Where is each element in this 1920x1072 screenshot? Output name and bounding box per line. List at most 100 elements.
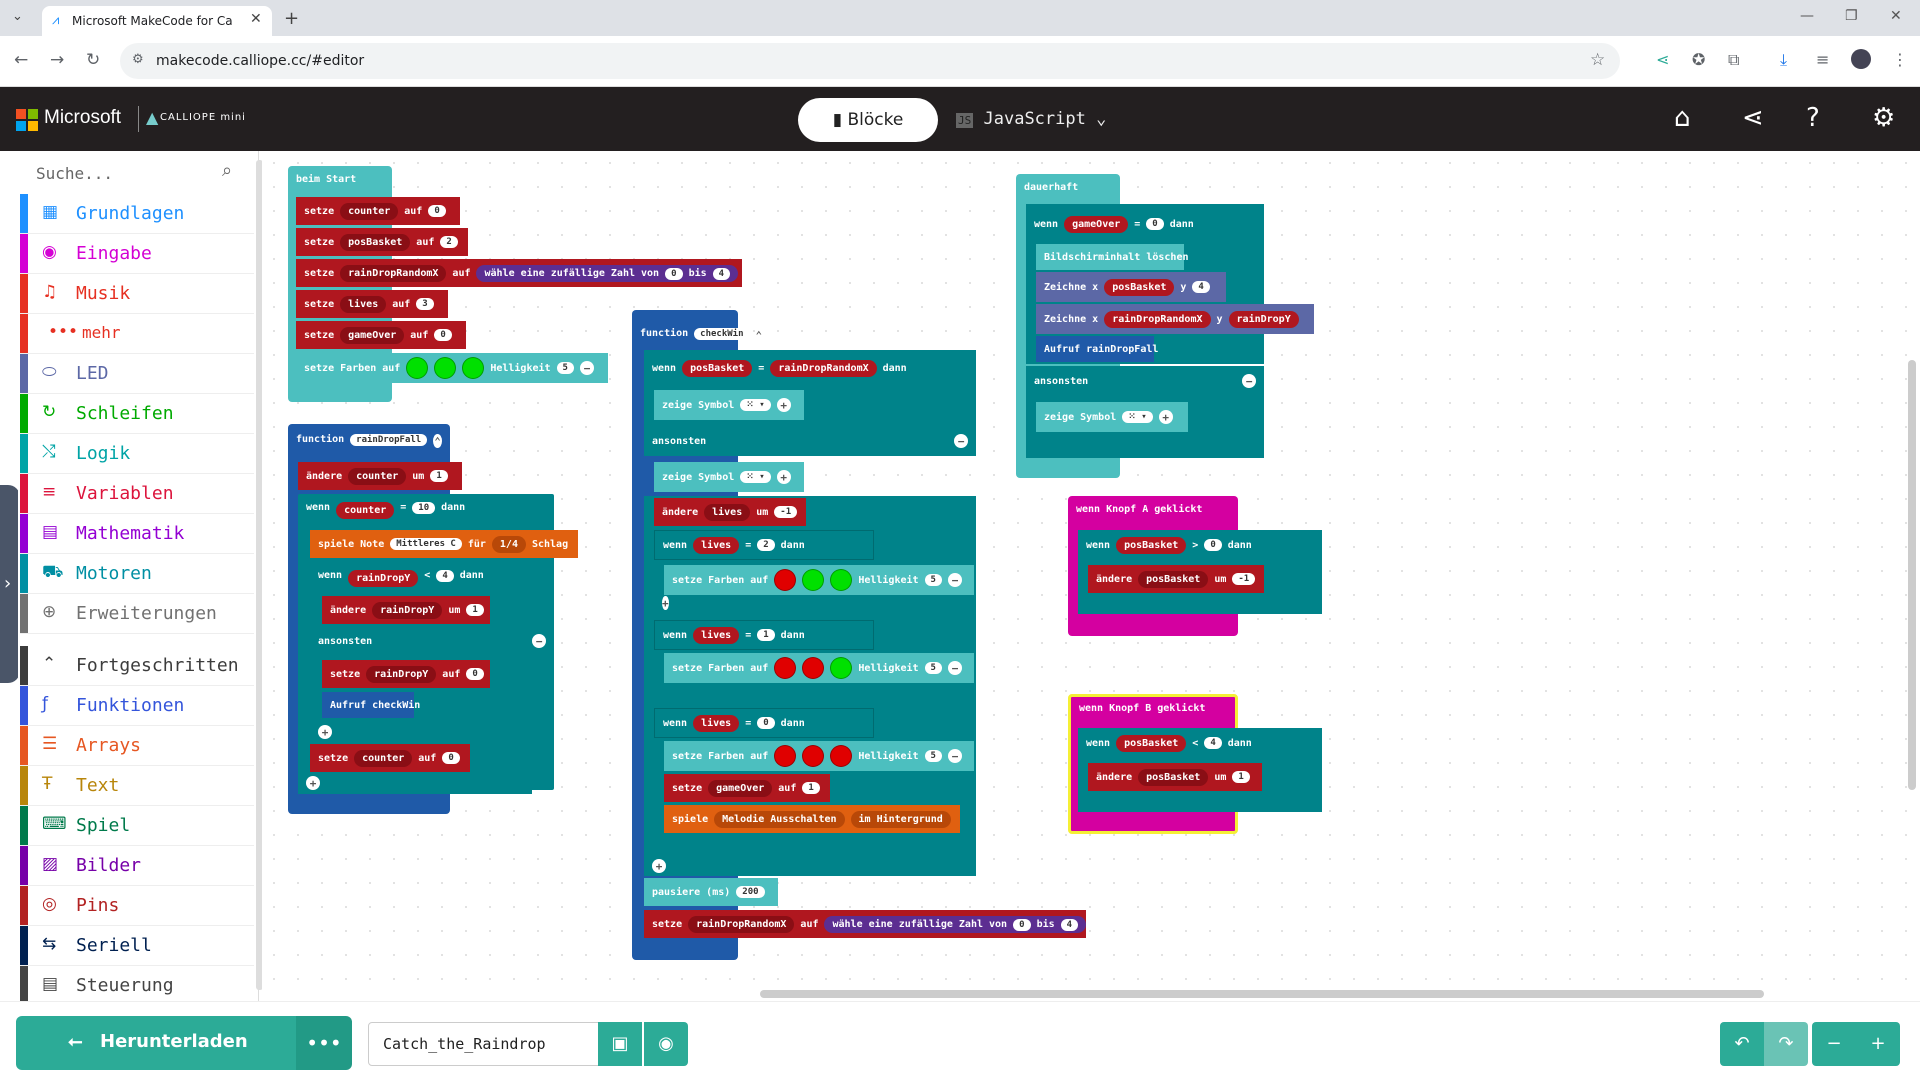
minus-icon[interactable]: −	[579, 361, 594, 375]
compare-dropdown[interactable]: =	[1134, 218, 1141, 230]
plus-icon[interactable]: +	[1158, 410, 1173, 424]
variable-dropdown[interactable]: rainDropY	[348, 570, 419, 587]
call-checkwin-block[interactable]: Aufruf checkWin	[322, 692, 420, 718]
share-project-icon[interactable]: ⋖	[1742, 103, 1764, 133]
symbol-picker[interactable]: ⁙ ▾	[740, 471, 771, 483]
variable-dropdown[interactable]: rainDropY	[1228, 310, 1299, 328]
led-color-2[interactable]	[802, 569, 825, 591]
toolbox-category-7[interactable]: ≡ Variablen	[20, 474, 254, 514]
extension-icon[interactable]: ✪	[1692, 50, 1706, 69]
close-tab-icon[interactable]: ✕	[250, 11, 262, 27]
led-color-2[interactable]	[434, 357, 457, 379]
javascript-toggle-button[interactable]: JS JavaScript ⌄	[956, 109, 1106, 129]
variable-dropdown[interactable]: posBasket	[1138, 570, 1209, 588]
variable-dropdown[interactable]: gameOver	[340, 326, 405, 344]
toolbox-category-3[interactable]: ••• mehr	[20, 314, 254, 354]
random-number-block[interactable]: wähle eine zufällige Zahl von 0 bis 4	[824, 915, 1087, 933]
value-input[interactable]: 4	[1192, 281, 1210, 293]
variable-dropdown[interactable]: rainDropY	[372, 601, 443, 619]
led-color-2[interactable]	[802, 657, 825, 679]
led-color-3[interactable]	[830, 745, 853, 767]
toolbox-category-4[interactable]: ⬭ LED	[20, 354, 254, 394]
set-colors-lives1[interactable]: setze Farben auf Helligkeit 5−	[664, 653, 974, 683]
show-symbol-block-3[interactable]: zeige Symbol ⁙ ▾ +	[1036, 402, 1188, 432]
toolbox-category-15[interactable]: ⌨ Spiel	[20, 806, 254, 846]
led-color-1[interactable]	[774, 745, 797, 767]
value-input[interactable]: 1	[466, 604, 484, 616]
new-tab-icon[interactable]: +	[284, 8, 300, 29]
variable-dropdown[interactable]: rainDropRandomX	[1104, 310, 1211, 328]
workspace-horizontal-scrollbar[interactable]	[760, 990, 1764, 998]
undo-button[interactable]: ↶	[1720, 1022, 1764, 1066]
workspace-vertical-scrollbar[interactable]	[1908, 360, 1916, 790]
pause-block[interactable]: pausiere (ms) 200	[644, 878, 778, 906]
value-input[interactable]: 0	[757, 717, 775, 729]
value-input[interactable]: 4	[1204, 737, 1222, 749]
profile-avatar[interactable]	[1851, 49, 1871, 69]
plus-icon[interactable]: +	[776, 398, 791, 412]
value-input[interactable]: 2	[757, 539, 775, 551]
if-lives-1-block[interactable]: wenn lives = 1 dann	[654, 620, 874, 650]
plus-icon-1[interactable]: +	[662, 596, 669, 610]
minus-icon[interactable]: −	[947, 573, 962, 587]
project-name-input[interactable]: Catch_the_Raindrop	[383, 1035, 546, 1053]
reload-icon[interactable]: ↻	[86, 50, 101, 70]
led-color-3[interactable]	[830, 657, 853, 679]
toolbox-search[interactable]: Suche... ⌕	[18, 152, 256, 192]
browser-tab[interactable]: ⩘ Microsoft MakeCode for Ca ✕	[42, 6, 272, 36]
value-input[interactable]: 1	[802, 782, 820, 794]
symbol-picker[interactable]: ⁙ ▾	[1122, 411, 1153, 423]
change-posbasket-plus-block[interactable]: ändere posBasket um 1	[1088, 763, 1262, 791]
redo-button[interactable]: ↷	[1764, 1022, 1808, 1066]
background-dropdown[interactable]: im Hintergrund	[850, 810, 951, 828]
tab-search-icon[interactable]: ⌄	[12, 9, 23, 24]
if-posbasket-block[interactable]: wenn posBasket = rainDropRandomX dann	[644, 350, 976, 386]
variable-dropdown[interactable]: counter	[354, 749, 413, 767]
plot-raindrop-block[interactable]: Zeichne x rainDropRandomX y rainDropY	[1036, 304, 1314, 334]
symbol-picker[interactable]: ⁙ ▾	[740, 399, 771, 411]
home-icon[interactable]: ⌂	[1674, 103, 1691, 133]
site-info-icon[interactable]: ⚙	[132, 52, 144, 67]
note-input[interactable]: Mittleres C	[390, 538, 462, 550]
led-color-3[interactable]	[462, 357, 485, 379]
variable-dropdown[interactable]: rainDropRandomX	[340, 264, 447, 282]
minimize-icon[interactable]: —	[1800, 8, 1814, 24]
value-input[interactable]: 1	[430, 470, 448, 482]
variable-dropdown[interactable]: posBasket	[1116, 734, 1187, 752]
compare-dropdown[interactable]: =	[400, 502, 407, 513]
value-input[interactable]: 0	[1146, 218, 1164, 230]
github-button[interactable]: ◉	[644, 1022, 688, 1066]
plus-icon[interactable]: +	[652, 859, 666, 873]
value-input[interactable]: 10	[412, 502, 436, 514]
variable-dropdown[interactable]: lives	[704, 503, 751, 521]
variable-dropdown[interactable]: posBasket	[1104, 278, 1175, 296]
forward-icon[interactable]: →	[50, 50, 65, 70]
bookmark-star-icon[interactable]: ☆	[1590, 50, 1606, 70]
value-input[interactable]: 3	[416, 298, 434, 310]
set-lives-block[interactable]: setze lives auf 3	[296, 290, 448, 318]
led-color-1[interactable]	[406, 357, 429, 379]
change-posbasket-minus-block[interactable]: ändere posBasket um -1	[1088, 565, 1264, 593]
change-raindropy-block[interactable]: ändere rainDropY um 1	[322, 596, 490, 624]
variable-dropdown[interactable]: lives	[693, 714, 740, 732]
toolbox-category-9[interactable]: ⛟ Motoren	[20, 554, 254, 594]
minus-icon[interactable]: −	[1242, 374, 1256, 388]
toolbox-category-14[interactable]: Ŧ Text	[20, 766, 254, 806]
set-colors-lives2[interactable]: setze Farben auf Helligkeit 5−	[664, 565, 974, 595]
variable-dropdown[interactable]: posBasket	[1138, 768, 1209, 786]
compare-dropdown[interactable]: >	[1192, 539, 1199, 551]
value-input[interactable]: 4	[712, 267, 731, 280]
if-posbasket-gt-block[interactable]: wenn posBasket >0 dann	[1078, 530, 1322, 560]
toolbox-scrollbar[interactable]	[256, 160, 263, 990]
led-color-2[interactable]	[802, 745, 825, 767]
value-input[interactable]: 5	[924, 574, 942, 586]
search-input[interactable]: Suche...	[36, 164, 114, 183]
value-input[interactable]: 0	[665, 267, 683, 280]
microsoft-logo[interactable]	[16, 109, 38, 131]
toolbox-category-12[interactable]: ƒ Funktionen	[20, 686, 254, 726]
omnibox[interactable]: ⚙ makecode.calliope.cc/#editor ☆	[120, 43, 1620, 79]
show-symbol-block-2[interactable]: zeige Symbol ⁙ ▾ +	[654, 462, 804, 492]
value-input[interactable]: 0	[434, 329, 452, 341]
value-input[interactable]: 2	[440, 236, 458, 248]
minus-icon[interactable]: −	[947, 749, 962, 763]
